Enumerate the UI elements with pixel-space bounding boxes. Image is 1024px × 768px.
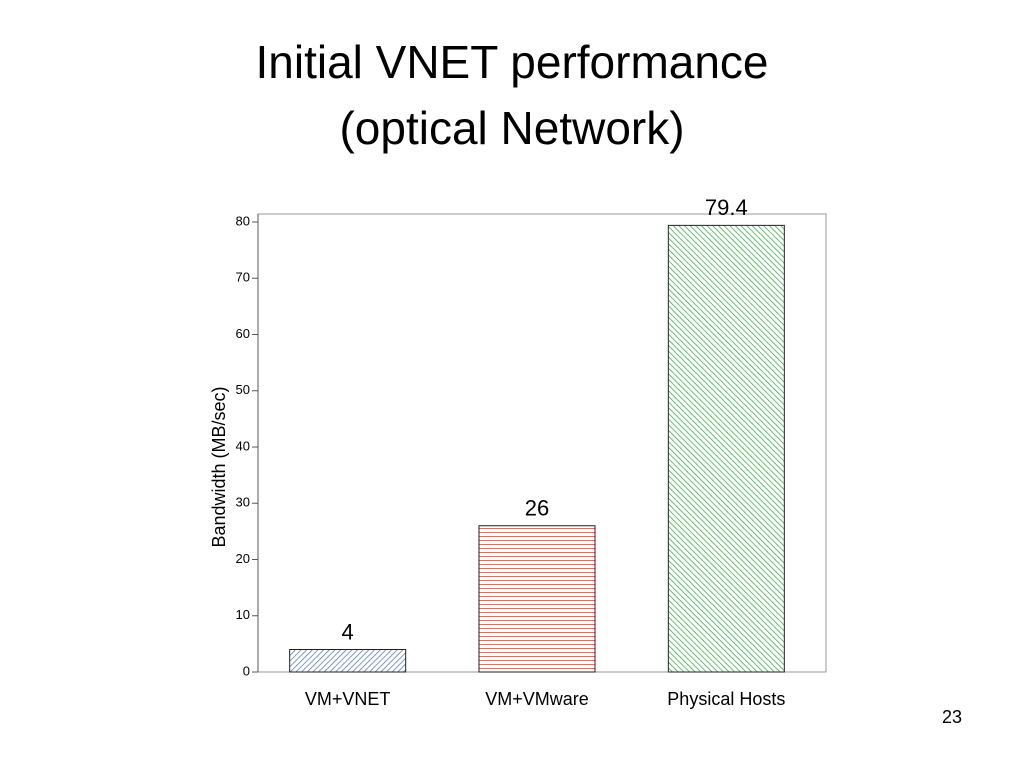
y-tick-label: 10	[236, 607, 250, 622]
x-tick-label: VM+VNET	[305, 689, 391, 709]
bar	[667, 224, 785, 673]
x-tick-label: Physical Hosts	[667, 689, 785, 709]
value-label: 4	[342, 619, 354, 644]
y-tick-label: 30	[236, 495, 250, 510]
y-tick-label: 80	[236, 213, 250, 228]
page-number: 23	[942, 707, 962, 727]
y-tick-label: 70	[236, 270, 250, 285]
value-label: 79.4	[705, 195, 748, 220]
y-tick-label: 60	[236, 326, 250, 341]
y-axis-label: Bandwidth (MB/sec)	[209, 386, 229, 547]
bar	[289, 649, 407, 673]
y-tick-label: 0	[243, 663, 250, 678]
y-tick-label: 20	[236, 551, 250, 566]
value-label: 26	[525, 496, 549, 521]
x-tick-label: VM+VMware	[485, 689, 589, 709]
bar	[478, 525, 596, 673]
title-line: Initial VNET performance	[255, 36, 768, 88]
title-line: (optical Network)	[339, 102, 684, 154]
y-tick-label: 40	[236, 438, 250, 453]
y-tick-label: 50	[236, 382, 250, 397]
